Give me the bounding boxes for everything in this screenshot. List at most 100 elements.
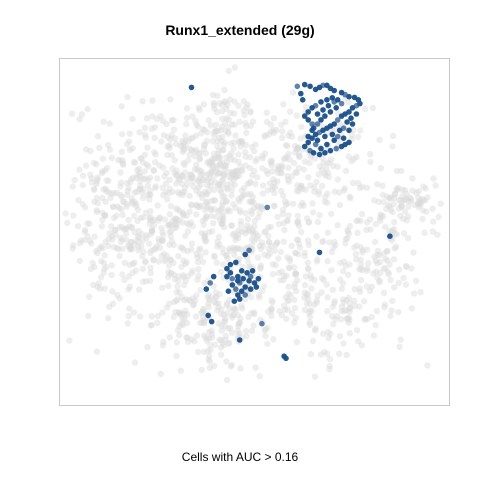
background-point — [311, 188, 318, 195]
background-point — [342, 307, 350, 314]
background-point — [415, 201, 422, 208]
background-point — [244, 101, 251, 108]
background-point — [219, 146, 226, 154]
background-point — [338, 285, 345, 292]
background-point — [194, 123, 202, 130]
background-point — [77, 237, 85, 244]
background-point — [346, 316, 353, 324]
background-point — [338, 303, 346, 310]
background-point — [354, 133, 362, 141]
background-point — [388, 307, 395, 314]
background-point — [182, 307, 189, 314]
background-point — [136, 186, 143, 193]
background-point — [206, 161, 213, 168]
background-point — [183, 121, 190, 128]
background-point — [254, 203, 261, 210]
background-point — [217, 344, 225, 351]
background-point — [387, 312, 394, 320]
background-point — [105, 141, 112, 149]
background-point — [166, 144, 173, 152]
background-point — [193, 332, 201, 339]
background-point — [432, 182, 439, 189]
background-point — [211, 197, 218, 204]
highlighted-point — [236, 337, 243, 343]
background-point — [186, 192, 193, 200]
background-point — [344, 315, 351, 323]
background-point — [225, 206, 232, 213]
background-point — [419, 195, 426, 203]
background-point — [88, 179, 96, 186]
background-point — [203, 237, 210, 244]
background-point — [134, 217, 141, 225]
background-point — [140, 248, 147, 255]
background-point — [404, 234, 412, 242]
background-point — [295, 222, 303, 230]
background-point — [257, 204, 265, 211]
background-point — [299, 199, 306, 207]
background-point — [281, 226, 288, 234]
background-point — [389, 132, 397, 140]
highlighted-point — [299, 97, 306, 103]
background-point — [228, 192, 235, 199]
background-point — [343, 296, 350, 304]
background-point — [117, 179, 125, 186]
background-point — [270, 176, 277, 183]
background-point — [225, 116, 232, 123]
background-point — [154, 202, 161, 209]
background-point — [111, 190, 118, 197]
highlighted-point — [225, 288, 232, 295]
background-point — [170, 116, 177, 124]
background-point — [356, 288, 364, 295]
background-point — [371, 197, 378, 204]
background-point — [178, 320, 185, 328]
background-point — [142, 259, 149, 266]
background-point — [239, 139, 246, 146]
background-point — [136, 286, 143, 293]
background-point — [156, 244, 164, 251]
background-point — [225, 124, 232, 131]
background-point — [119, 245, 126, 253]
background-point — [259, 205, 266, 213]
background-point — [213, 259, 220, 266]
background-point — [211, 341, 219, 348]
background-point — [421, 229, 428, 236]
background-point — [223, 159, 231, 166]
background-point — [99, 216, 106, 223]
background-point — [280, 101, 287, 108]
background-point — [218, 220, 226, 228]
background-point — [294, 144, 302, 151]
highlighted-point — [224, 265, 230, 272]
background-point — [264, 340, 271, 348]
background-point — [81, 226, 89, 234]
background-point — [179, 321, 187, 329]
background-point — [371, 253, 378, 260]
background-point — [340, 299, 347, 306]
background-point — [251, 217, 258, 225]
background-point — [184, 157, 192, 164]
background-point — [210, 129, 218, 136]
background-point — [391, 284, 398, 291]
background-point — [144, 144, 151, 151]
background-point — [197, 253, 204, 260]
background-point — [169, 217, 176, 225]
background-point — [410, 290, 418, 297]
background-point — [293, 287, 300, 295]
background-point — [172, 308, 179, 316]
background-point — [196, 190, 203, 197]
background-point — [108, 271, 115, 279]
background-point — [198, 191, 205, 198]
background-point — [324, 258, 331, 265]
background-point — [221, 323, 228, 330]
background-point — [137, 177, 144, 185]
background-point — [197, 181, 204, 188]
background-point — [96, 245, 103, 252]
background-point — [221, 193, 228, 200]
background-point — [126, 246, 134, 253]
background-point — [146, 191, 153, 198]
background-point — [286, 264, 293, 272]
background-point — [180, 147, 188, 154]
background-point — [139, 186, 147, 193]
background-point — [139, 98, 146, 105]
background-point — [172, 215, 179, 222]
background-point — [216, 169, 223, 176]
